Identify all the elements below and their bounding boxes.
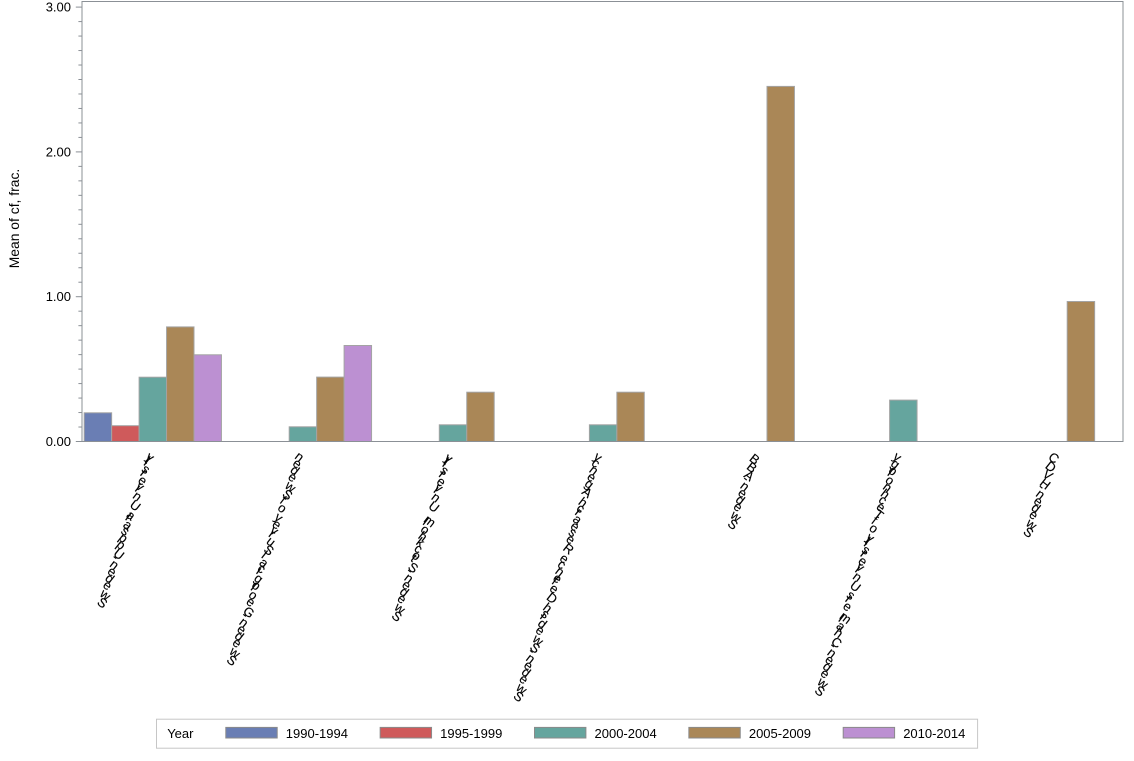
svg-text:2010-2014: 2010-2014 [903,726,965,741]
svg-text:1.00: 1.00 [46,289,71,304]
svg-text:1995-1999: 1995-1999 [440,726,502,741]
svg-text:Mean of cf, frac.: Mean of cf, frac. [6,169,22,269]
svg-text:2.00: 2.00 [46,144,71,159]
svg-text:0.00: 0.00 [46,434,71,449]
svg-text:Year: Year [167,726,194,741]
svg-text:2000-2004: 2000-2004 [595,726,657,741]
svg-text:1990-1994: 1990-1994 [286,726,348,741]
svg-text:2005-2009: 2005-2009 [749,726,811,741]
svg-text:3.00: 3.00 [46,0,71,15]
